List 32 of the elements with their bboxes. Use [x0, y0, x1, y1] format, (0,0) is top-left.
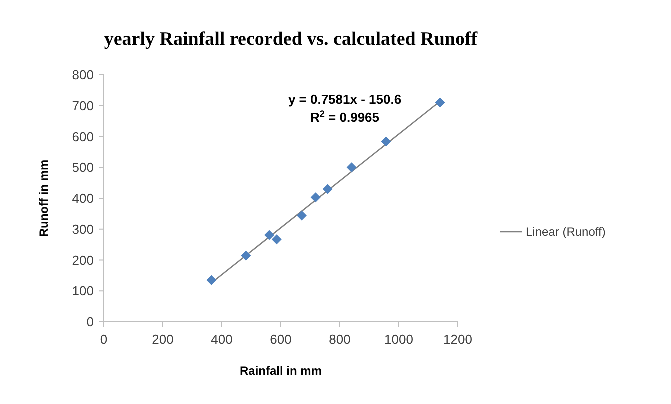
- x-tick-label: 800: [329, 332, 351, 347]
- legend-label: Linear (Runoff): [526, 225, 606, 239]
- y-axis-title: Runoff in mm: [37, 160, 51, 238]
- point: [264, 230, 274, 240]
- x-axis-title: Rainfall in mm: [240, 364, 322, 378]
- point: [435, 98, 446, 108]
- x-tick-label: 1000: [384, 332, 414, 347]
- y-tick-label: 600: [72, 129, 94, 144]
- y-tick-label: 700: [72, 98, 94, 114]
- point: [346, 162, 357, 173]
- annotation: R$^{2}$ = 0.9965: [310, 109, 380, 125]
- point: [381, 136, 392, 147]
- point: [310, 192, 321, 203]
- x-tick-label: 200: [152, 332, 174, 347]
- x-tick-label: 0: [100, 332, 108, 347]
- y-tick-label: 200: [72, 252, 94, 268]
- point: [206, 275, 217, 286]
- y-tick-label: 100: [72, 284, 94, 299]
- y-tick-label: 400: [72, 191, 94, 206]
- x-tick-label: 600: [270, 332, 292, 347]
- annotation: y = 0.7581x - 150.6: [288, 92, 402, 107]
- point: [322, 184, 333, 194]
- y-tick-label: 300: [72, 222, 94, 237]
- y-tick-label: 500: [72, 160, 94, 176]
- x-tick-label: 400: [211, 332, 233, 347]
- y-tick-label: 800: [72, 68, 94, 82]
- x-tick-label: 1200: [444, 332, 472, 347]
- point: [241, 250, 252, 261]
- point: [272, 234, 282, 245]
- chart-title: yearly Rainfall recorded vs. calculated Runoff: [104, 29, 478, 50]
- y-tick-label: 0: [86, 314, 94, 330]
- point: [296, 210, 307, 221]
